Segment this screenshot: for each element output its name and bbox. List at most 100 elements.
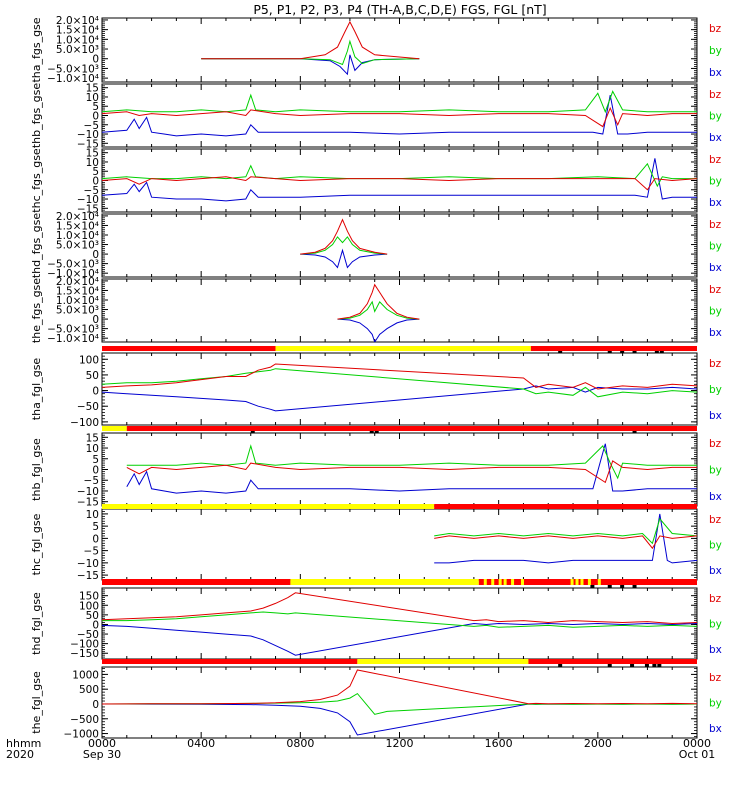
legend-bz: bz bbox=[709, 514, 722, 526]
mode-bar-yellow-mark bbox=[520, 579, 524, 585]
y-tick-label: 1.0×10⁴ bbox=[56, 34, 99, 46]
y-tick-label: 1.0×10⁴ bbox=[56, 230, 99, 242]
legend-bx: bx bbox=[709, 410, 722, 422]
legend-by: by bbox=[709, 306, 722, 318]
y-tick-label: 10 bbox=[86, 509, 99, 521]
mode-bar-yellow-mark bbox=[575, 579, 579, 585]
legend-by: by bbox=[709, 45, 722, 57]
y-tick-label: 5 bbox=[92, 101, 99, 113]
y-tick-label: 5.0×10³ bbox=[56, 305, 99, 317]
series-line-bx bbox=[102, 385, 697, 412]
legend-bz: bz bbox=[709, 219, 722, 231]
y-tick-label: 100 bbox=[79, 354, 99, 366]
mode-bar-marker bbox=[644, 664, 649, 667]
y-tick-label: 500 bbox=[79, 684, 99, 696]
y-tick-label: −5 bbox=[84, 120, 99, 132]
y-tick-label: −5.0×10³ bbox=[47, 259, 99, 271]
y-tick-label: −1.0×10⁴ bbox=[47, 268, 99, 280]
series-line-bz bbox=[434, 535, 697, 550]
panel-frame bbox=[101, 148, 698, 213]
mode-bar-yellow-mark bbox=[580, 579, 584, 585]
series-line-by bbox=[337, 300, 420, 320]
mode-bar-segment-yellow bbox=[290, 579, 479, 585]
legend-bz: bz bbox=[709, 23, 722, 35]
plot-title: P5, P1, P2, P3, P4 (TH-A,B,C,D,E) FGS, F… bbox=[253, 2, 546, 17]
x-axis-label-year: 2020 bbox=[6, 748, 34, 761]
y-tick-label: −1000 bbox=[63, 729, 99, 741]
mode-bar-marker bbox=[369, 431, 374, 434]
y-tick-label: −1.0×10⁴ bbox=[47, 73, 99, 85]
panel-the_fgl_gse: 1000 500 0 −500 −1000 the_fgl_gse bz by bx bbox=[30, 666, 722, 741]
y-tick-label: −150 bbox=[70, 648, 99, 660]
panel-tha_fgs_gse: 2.0×10⁴1.5×10⁴1.0×10⁴5.0×10³0−5.0×10³−1.… bbox=[30, 15, 722, 85]
mode-bar-marker bbox=[620, 351, 625, 354]
legend-bx: bx bbox=[709, 644, 722, 656]
y-tick-label: 5.0×10³ bbox=[56, 240, 99, 252]
mode-bar-segment-yellow bbox=[275, 346, 531, 351]
series-line-by bbox=[434, 517, 697, 545]
mode-bar bbox=[102, 426, 697, 434]
mode-bar-yellow-mark bbox=[503, 579, 507, 585]
mode-bar-segment-red bbox=[102, 579, 291, 585]
y-tick-label: 0 bbox=[92, 699, 99, 711]
y-tick-label: −10 bbox=[77, 558, 99, 570]
y-axis-label: thc_fgl_gse bbox=[30, 513, 43, 575]
mode-bar-marker bbox=[250, 431, 255, 434]
mode-bar-marker bbox=[590, 585, 595, 588]
x-tick-date: Oct 01 bbox=[679, 748, 716, 761]
mode-bar-marker bbox=[630, 664, 635, 667]
series-line-bx bbox=[337, 318, 420, 342]
mode-bar-yellow-mark bbox=[491, 579, 495, 585]
legend-by: by bbox=[709, 384, 722, 396]
y-tick-label: −50 bbox=[77, 401, 99, 413]
y-tick-label: 15 bbox=[86, 432, 99, 444]
y-axis-label: thb_fgl_gse bbox=[30, 438, 43, 501]
mode-bar-marker bbox=[374, 431, 379, 434]
y-tick-label: 5 bbox=[92, 454, 99, 466]
y-tick-label: 0 bbox=[92, 54, 99, 66]
mode-bar-marker bbox=[632, 585, 637, 588]
mode-bar-segment-red bbox=[126, 426, 697, 431]
y-tick-label: 5 bbox=[92, 521, 99, 533]
y-tick-label: 50 bbox=[86, 610, 99, 622]
panel-frame bbox=[101, 352, 698, 426]
y-tick-label: −15 bbox=[77, 570, 99, 582]
mode-bar-marker bbox=[652, 664, 657, 667]
y-tick-label: 1000 bbox=[72, 669, 99, 681]
mode-bar-yellow-mark bbox=[498, 579, 502, 585]
series-line-bx bbox=[102, 622, 697, 656]
y-tick-label: 2.0×10⁴ bbox=[56, 211, 99, 223]
y-axis-label: the_fgs_gse bbox=[30, 278, 43, 343]
y-tick-label: 0 bbox=[92, 249, 99, 261]
y-axis-label: thc_fgs_gse bbox=[30, 148, 43, 213]
legend-bz: bz bbox=[709, 284, 722, 296]
y-tick-label: −100 bbox=[70, 639, 99, 651]
mode-bar-yellow-mark bbox=[587, 579, 591, 585]
y-axis-label: thd_fgs_gse bbox=[30, 213, 43, 279]
y-axis-label: the_fgl_gse bbox=[30, 671, 43, 734]
mode-bar-marker bbox=[607, 664, 612, 667]
mode-bar-yellow-mark bbox=[483, 579, 487, 585]
mode-bar-segment-red bbox=[102, 346, 276, 351]
mode-bar-yellow-mark bbox=[570, 579, 574, 585]
mode-bar-yellow-mark bbox=[511, 579, 515, 585]
mode-bar-segment-red bbox=[528, 659, 697, 664]
mode-bar bbox=[102, 659, 697, 667]
series-line-by bbox=[126, 444, 697, 480]
panel-frame bbox=[101, 508, 698, 581]
series-line-bx bbox=[102, 703, 697, 736]
x-tick-label: 0000 bbox=[88, 737, 116, 750]
legend-bz: bz bbox=[709, 672, 722, 684]
panel-tha_fgl_gse: 100 50 0 −50 −100 tha_fgl_gse bz by bx bbox=[30, 352, 722, 429]
y-tick-label: 5.0×10³ bbox=[56, 44, 99, 56]
y-tick-label: −1.0×10⁴ bbox=[47, 333, 99, 345]
legend-by: by bbox=[709, 241, 722, 253]
legend-by: by bbox=[709, 111, 722, 123]
legend-by: by bbox=[709, 698, 722, 710]
panel-frame bbox=[101, 432, 698, 507]
y-tick-label: 0 bbox=[92, 465, 99, 477]
series-line-bz bbox=[300, 218, 388, 255]
y-tick-label: −5 bbox=[84, 475, 99, 487]
